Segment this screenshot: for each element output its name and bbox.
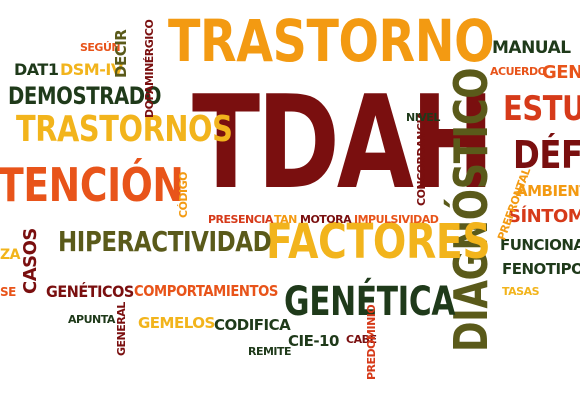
word-prefrontal: PREFRONTAL bbox=[495, 166, 534, 243]
word-impulsividad: IMPULSIVIDAD bbox=[354, 213, 439, 226]
word-dat1: DAT1 bbox=[14, 60, 59, 79]
word-estu: ESTU bbox=[503, 89, 580, 129]
word-cie10: CIE-10 bbox=[288, 332, 339, 350]
word-decir: DECIR bbox=[112, 29, 130, 78]
word-comportamientos: COMPORTAMIENTOS bbox=[134, 282, 278, 300]
word-hiperactividad: HIPERACTIVIDAD bbox=[58, 225, 272, 258]
word-acuerdo: ACUERDO bbox=[490, 65, 547, 78]
word-geneticos: GENÉTICOS bbox=[46, 282, 134, 301]
word-manual: MANUAL bbox=[492, 38, 571, 58]
word-codifica: CODIFICA bbox=[214, 316, 291, 334]
word-defi: DÉFI bbox=[513, 133, 580, 177]
word-motora: MOTORA bbox=[300, 213, 352, 226]
word-casos: CASOS bbox=[20, 228, 41, 294]
word-factores: FACTORES bbox=[266, 214, 491, 270]
word-gen: GEN bbox=[542, 62, 580, 83]
word-za: ZA bbox=[0, 247, 21, 263]
word-presencia: PRESENCIA bbox=[208, 213, 273, 226]
word-concordancia: CONCORDANCIA bbox=[415, 111, 428, 206]
word-segun: SEGÚN bbox=[80, 41, 121, 54]
word-nivel: NIVEL bbox=[406, 111, 440, 124]
word-genetica: GENÉTICA bbox=[284, 279, 456, 325]
word-tencion: TENCIÓN bbox=[0, 158, 184, 212]
word-apunta: APUNTA bbox=[68, 313, 115, 326]
word-fenotipo: FENOTIPO bbox=[502, 260, 580, 278]
word-sintomas: SÍNTOMAS bbox=[508, 206, 580, 227]
word-ambiente: AMBIENTE bbox=[516, 182, 580, 200]
word-dopaminergico: DOPAMINÉRGICO bbox=[143, 19, 156, 118]
word-funcional: FUNCIONAL bbox=[500, 236, 580, 254]
word-general: GENERAL bbox=[115, 302, 128, 356]
word-trastornos: TRASTORNOS bbox=[16, 109, 233, 150]
word-remite: REMITE bbox=[248, 345, 292, 358]
word-tasas: TASAS bbox=[502, 285, 540, 298]
word-cabe: CABE bbox=[346, 333, 377, 346]
word-se: SE bbox=[0, 285, 16, 299]
word-dsm-iv: DSM-IV bbox=[60, 60, 123, 79]
word-gemelos: GEMELOS bbox=[138, 314, 215, 332]
word-codigo: CÓDIGO bbox=[177, 171, 190, 218]
word-tan: TAN bbox=[274, 213, 297, 226]
word-tdah: TDAH bbox=[192, 69, 494, 218]
word-predominio: PREDOMINIO bbox=[365, 304, 378, 380]
word-trastorno: TRASTORNO bbox=[168, 7, 495, 75]
word-demostrado: DEMOSTRADO bbox=[8, 82, 162, 110]
